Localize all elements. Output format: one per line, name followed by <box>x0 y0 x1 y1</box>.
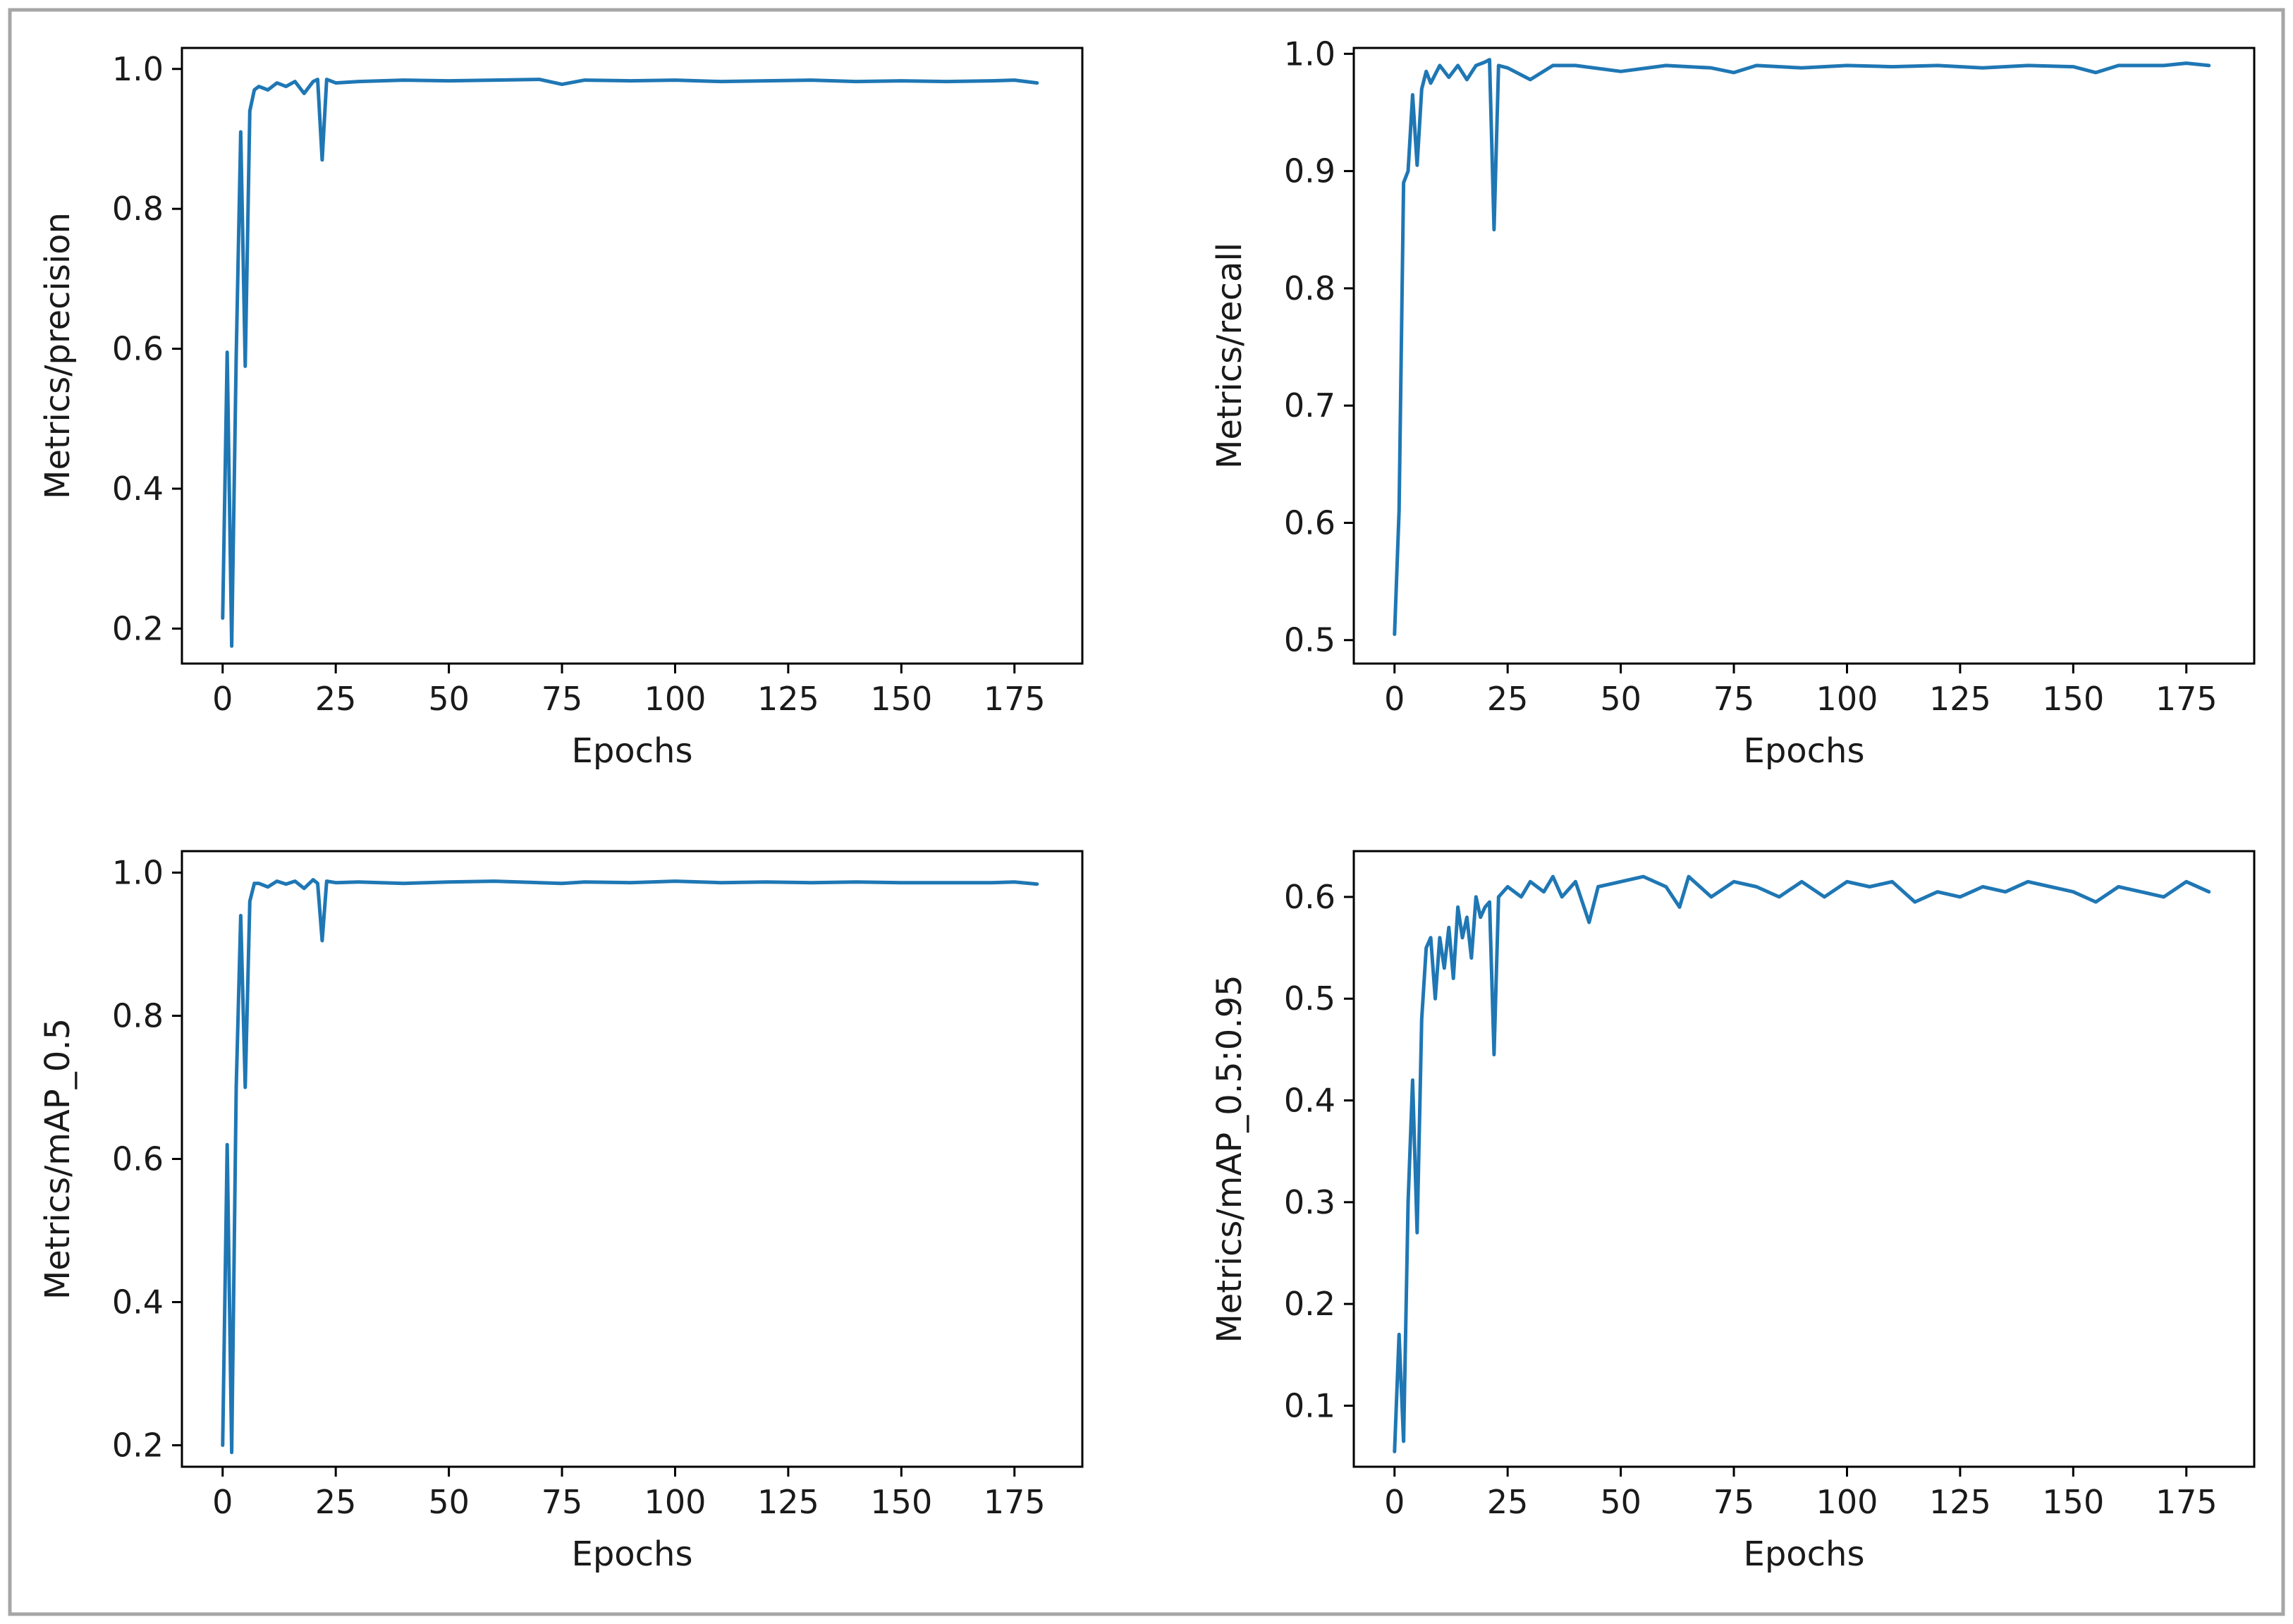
figure-border <box>8 8 2285 1616</box>
series-line <box>1393 58 2211 636</box>
x-tick-label: 175 <box>2156 1483 2218 1521</box>
x-tick-label: 25 <box>1487 680 1529 718</box>
x-tick-label: 50 <box>1600 680 1641 718</box>
x-tick-label: 75 <box>1713 1483 1755 1521</box>
x-tick-label: 0 <box>1384 1483 1405 1521</box>
x-tick-label: 175 <box>984 1483 1046 1521</box>
x-tick-label: 125 <box>1929 1483 1991 1521</box>
x-tick-label: 50 <box>428 680 470 718</box>
x-tick-label: 125 <box>757 680 819 718</box>
series-line <box>221 78 1039 648</box>
x-tick-label: 150 <box>870 1483 932 1521</box>
x-tick-label: 100 <box>644 1483 707 1521</box>
x-tick-label: 25 <box>315 1483 357 1521</box>
y-tick-label: 0.2 <box>112 1427 164 1465</box>
x-tick-label: 50 <box>428 1483 470 1521</box>
y-tick-label: 0.8 <box>112 190 164 228</box>
recall-chart: 0 25 50 75 100 125 150 175 0.5 0.6 0.7 0.8 0.9 1.0 Epo… <box>1210 35 2256 771</box>
axes-frame <box>1352 850 2256 1468</box>
x-tick-label: 25 <box>315 680 357 718</box>
x-tick-label: 125 <box>757 1483 819 1521</box>
y-tick-label: 0.2 <box>112 609 164 647</box>
x-axis-label: Epochs <box>1744 1534 1865 1574</box>
y-tick-label: 0.5 <box>1284 621 1335 659</box>
x-tick-label: 175 <box>984 680 1046 718</box>
axes-frame <box>1352 47 2256 665</box>
x-tick-label: 75 <box>542 1483 583 1521</box>
y-tick-label: 1.0 <box>1284 35 1335 73</box>
x-tick-label: 100 <box>1816 680 1878 718</box>
x-tick-label: 0 <box>212 680 233 718</box>
y-tick-label: 0.6 <box>1284 878 1335 916</box>
y-axis-label: Metrics/recall <box>1210 243 1249 469</box>
y-axis-label: Metrics/precision <box>38 212 78 499</box>
x-axis-label: Epochs <box>572 1534 693 1574</box>
y-axis-label: Metrics/mAP_0.5 <box>38 1018 78 1300</box>
x-axis-label: Epochs <box>572 731 693 771</box>
map-05-095-chart: 0 25 50 75 100 125 150 175 0.1 0.2 0.3 0.4 0.5 0.6 Epo… <box>1210 850 2256 1574</box>
map-05-chart: 0 25 50 75 100 125 150 175 0.2 0.4 0.6 0.8 1.0 Epochs… <box>38 850 1084 1574</box>
y-tick-label: 0.9 <box>1284 152 1335 190</box>
x-tick-label: 125 <box>1929 680 1991 718</box>
y-tick-label: 1.0 <box>112 50 164 88</box>
y-tick-label: 0.4 <box>1284 1082 1335 1120</box>
y-tick-label: 0.2 <box>1284 1285 1335 1323</box>
x-tick-label: 0 <box>1384 680 1405 718</box>
y-tick-label: 0.8 <box>1284 269 1335 307</box>
subplot-grid: 0 25 50 75 100 125 150 175 0.2 0.4 0.6 0.8 1.0 Epochs… <box>38 35 2256 1574</box>
x-tick-label: 0 <box>212 1483 233 1521</box>
x-tick-label: 150 <box>2042 1483 2104 1521</box>
series-line <box>1393 874 2211 1453</box>
x-tick-label: 75 <box>542 680 583 718</box>
y-tick-label: 0.7 <box>1284 386 1335 425</box>
x-tick-label: 100 <box>644 680 707 718</box>
y-tick-label: 0.4 <box>112 1283 164 1321</box>
x-tick-label: 150 <box>2042 680 2104 718</box>
y-axis-label: Metrics/mAP_0.5:0.95 <box>1210 975 1249 1343</box>
y-tick-label: 0.6 <box>1284 503 1335 542</box>
y-tick-label: 0.6 <box>112 330 164 368</box>
y-tick-label: 1.0 <box>112 853 164 891</box>
x-tick-label: 150 <box>870 680 932 718</box>
y-tick-label: 0.4 <box>112 470 164 508</box>
x-tick-label: 75 <box>1713 680 1755 718</box>
x-tick-label: 50 <box>1600 1483 1641 1521</box>
axes-frame <box>181 850 1084 1468</box>
y-tick-label: 0.8 <box>112 996 164 1034</box>
y-tick-label: 0.5 <box>1284 979 1335 1018</box>
y-tick-label: 0.6 <box>112 1140 164 1178</box>
series-line <box>221 878 1039 1455</box>
axes-frame <box>181 47 1084 665</box>
precision-chart: 0 25 50 75 100 125 150 175 0.2 0.4 0.6 0.8 1.0 Epochs… <box>38 47 1084 771</box>
x-tick-label: 175 <box>2156 680 2218 718</box>
y-tick-label: 0.3 <box>1284 1183 1335 1221</box>
x-tick-label: 25 <box>1487 1483 1529 1521</box>
y-tick-label: 0.1 <box>1284 1386 1335 1424</box>
x-tick-label: 100 <box>1816 1483 1878 1521</box>
x-axis-label: Epochs <box>1744 731 1865 771</box>
